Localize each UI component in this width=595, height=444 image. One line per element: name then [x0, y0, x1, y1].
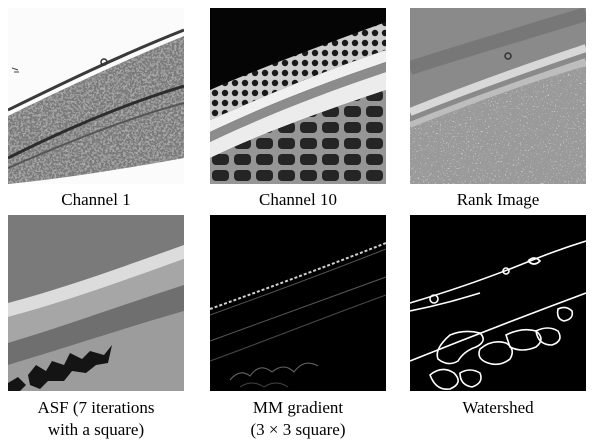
caption-watershed: Watershed: [462, 398, 534, 417]
caption-channel-1: Channel 1: [61, 190, 131, 209]
caption-mm-gradient: MM gradient (3 × 3 square): [250, 398, 346, 439]
panel-watershed: [410, 215, 586, 391]
channel-1-image: [8, 8, 184, 184]
caption-rank-image: Rank Image: [456, 190, 540, 209]
caption-channel-10: Channel 10: [259, 190, 337, 209]
panel-mm-gradient: [210, 215, 386, 391]
caption-asf: ASF (7 iterations with a square): [37, 398, 155, 439]
asf-image: [8, 215, 184, 391]
panel-rank-image: [410, 8, 586, 184]
rank-image-image: [410, 8, 586, 184]
watershed-image: [410, 215, 586, 391]
mm-gradient-image: [210, 215, 386, 391]
panel-channel-10: [210, 8, 386, 184]
channel-10-image: [210, 8, 386, 184]
panel-asf: [8, 215, 184, 391]
panel-channel-1: [8, 8, 184, 184]
